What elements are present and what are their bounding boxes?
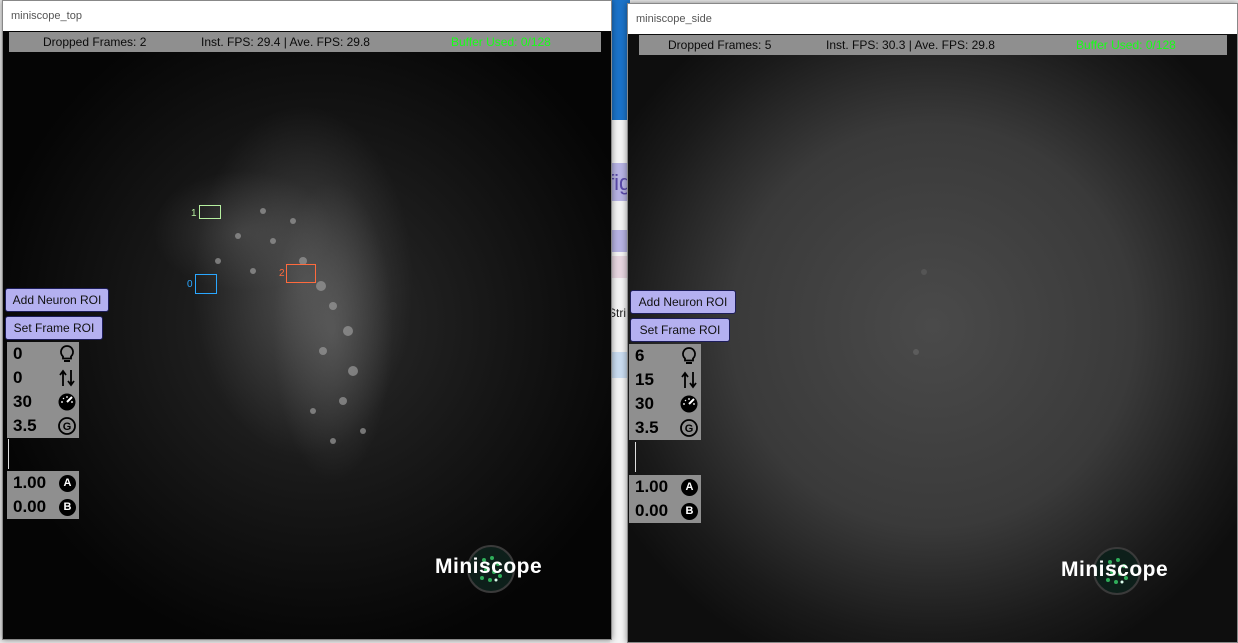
set-frame-roi-button[interactable]: Set Frame ROI [630,318,730,342]
a-value: 1.00 [13,473,47,492]
roi-label-1: 1 [191,208,197,219]
fps-readout: Inst. FPS: 30.3 | Ave. FPS: 29.8 [826,38,995,52]
gain-value: 3.5 [13,416,37,435]
frame-rate-value: 30 [13,392,32,411]
gain-control[interactable]: 3.5 G [7,414,79,438]
led-control[interactable]: 6 [629,344,701,368]
gain-control[interactable]: 3.5 G [629,416,701,440]
buffer-used: Buffer Used: 0/128 [451,35,551,49]
svg-text:G: G [63,421,72,433]
b-badge-icon: B [681,502,698,520]
roi-label-0: 0 [187,279,193,290]
window-title-bar[interactable]: miniscope_side [628,4,1237,34]
control-panel: 6 15 30 3.5 [629,344,701,440]
gain-icon: G [58,417,76,435]
b-control[interactable]: 0.00 B [7,495,79,519]
b-control[interactable]: 0.00 B [629,499,701,523]
roi-box-1[interactable] [199,205,221,219]
miniscope-logo-text: Miniscope [435,555,543,578]
video-frame[interactable]: Dropped Frames: 2 Inst. FPS: 29.4 | Ave.… [3,31,611,639]
speedometer-icon [58,393,76,411]
gain-value: 3.5 [635,418,659,437]
miniscope-logo-text: Miniscope [1061,558,1169,581]
add-neuron-roi-button[interactable]: Add Neuron ROI [630,290,736,314]
slider-track[interactable] [8,439,9,469]
window-title: miniscope_top [11,10,82,22]
focus-arrows-icon [681,371,697,389]
window-title: miniscope_side [636,13,712,25]
led-value: 6 [635,346,645,365]
background-text: Stri [610,306,626,320]
led-value: 0 [13,344,23,363]
ab-panel: 1.00 A 0.00 B [7,471,79,519]
gain-icon: G [680,419,698,437]
b-value: 0.00 [635,501,669,520]
frame-rate-control[interactable]: 30 [7,390,79,414]
background-header [610,163,630,201]
video-frame[interactable]: Dropped Frames: 5 Inst. FPS: 30.3 | Ave.… [628,34,1237,642]
svg-text:G: G [685,423,694,435]
set-frame-roi-button[interactable]: Set Frame ROI [5,316,103,340]
lightbulb-icon [682,347,696,364]
a-control[interactable]: 1.00 A [629,475,701,499]
led-control[interactable]: 0 [7,342,79,366]
miniscope-logo-icon [467,545,515,593]
add-neuron-roi-button[interactable]: Add Neuron ROI [5,288,109,312]
roi-box-2[interactable] [286,264,316,283]
a-control[interactable]: 1.00 A [7,471,79,495]
ab-panel: 1.00 A 0.00 B [629,475,701,523]
focus-value: 15 [635,370,654,389]
b-badge-icon: B [59,498,76,516]
fps-readout: Inst. FPS: 29.4 | Ave. FPS: 29.8 [201,35,370,49]
focus-control[interactable]: 0 [7,366,79,390]
buffer-used: Buffer Used: 0/128 [1076,38,1176,52]
lightbulb-icon [60,345,74,362]
background-row [610,230,630,252]
window-title-bar[interactable]: miniscope_top [3,1,611,31]
speedometer-icon [680,395,698,413]
background-app: fig n Stri [610,0,630,643]
roi-box-0[interactable] [195,274,217,294]
focus-control[interactable]: 15 [629,368,701,392]
control-panel: 0 0 30 3.5 [7,342,79,438]
status-bar: Dropped Frames: 2 Inst. FPS: 29.4 | Ave.… [9,32,601,52]
frame-rate-control[interactable]: 30 [629,392,701,416]
focus-value: 0 [13,368,23,387]
dropped-frames: Dropped Frames: 5 [668,38,772,52]
background-text: fig [610,170,630,195]
a-badge-icon: A [59,474,76,492]
miniscope-side-window: miniscope_side Dropped Frames: 5 Inst. F… [627,3,1238,643]
miniscope-top-window: miniscope_top [2,0,612,640]
dropped-frames: Dropped Frames: 2 [43,35,147,49]
background-row [610,352,630,378]
video-image [3,31,611,639]
slider-track[interactable] [635,442,636,472]
frame-rate-value: 30 [635,394,654,413]
a-value: 1.00 [635,477,669,496]
a-badge-icon: A [681,478,698,496]
miniscope-logo-icon [1093,547,1141,595]
background-row [610,256,630,278]
b-value: 0.00 [13,497,47,516]
focus-arrows-icon [59,369,75,387]
roi-label-2: 2 [279,268,285,279]
status-bar: Dropped Frames: 5 Inst. FPS: 30.3 | Ave.… [639,35,1227,55]
